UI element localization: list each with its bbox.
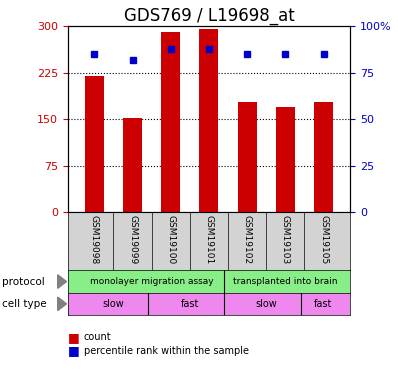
Text: GSM19098: GSM19098 [90, 215, 99, 264]
Bar [276, 107, 295, 212]
Text: fast: fast [181, 299, 199, 309]
Text: cell type: cell type [2, 299, 47, 309]
Text: ■: ■ [68, 344, 80, 357]
Text: GSM19100: GSM19100 [166, 215, 175, 264]
Bar [123, 118, 142, 212]
Text: monolayer migration assay: monolayer migration assay [90, 277, 213, 286]
Text: ■: ■ [68, 331, 80, 344]
Text: percentile rank within the sample: percentile rank within the sample [84, 346, 249, 355]
Bar [85, 76, 104, 212]
Text: GSM19105: GSM19105 [319, 215, 328, 264]
Title: GDS769 / L19698_at: GDS769 / L19698_at [123, 7, 295, 25]
Bar [314, 102, 333, 212]
Text: slow: slow [103, 299, 124, 309]
Text: fast: fast [314, 299, 333, 309]
Bar [199, 29, 219, 212]
Text: GSM19099: GSM19099 [128, 215, 137, 264]
Text: GSM19102: GSM19102 [243, 215, 252, 264]
Text: GSM19101: GSM19101 [205, 215, 213, 264]
Text: GSM19103: GSM19103 [281, 215, 290, 264]
Text: transplanted into brain: transplanted into brain [233, 277, 338, 286]
Bar [161, 33, 180, 212]
Text: protocol: protocol [2, 276, 45, 286]
Text: slow: slow [256, 299, 277, 309]
Bar [238, 102, 257, 212]
Text: count: count [84, 333, 111, 342]
